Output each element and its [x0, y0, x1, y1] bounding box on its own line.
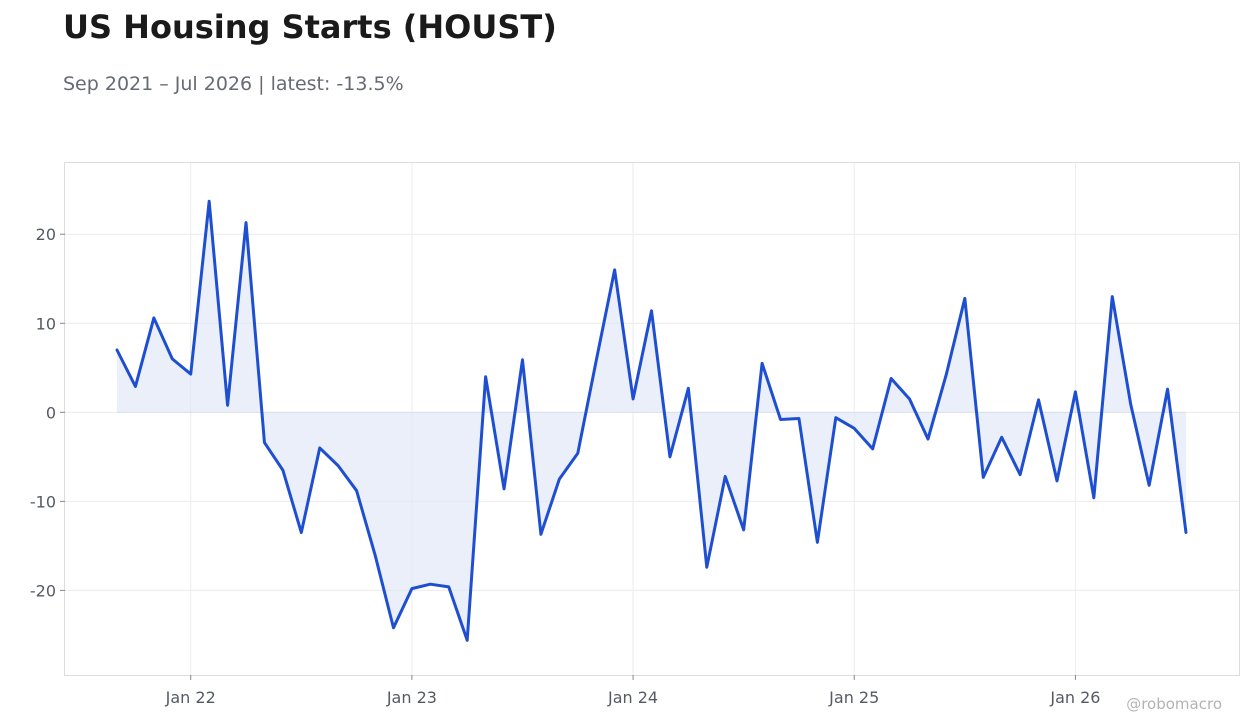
x-tick-label: Jan 23 [386, 688, 437, 707]
x-tick-label: Jan 22 [165, 688, 216, 707]
data-point [134, 385, 137, 388]
data-point [245, 221, 248, 224]
x-tick-label: Jan 24 [607, 688, 658, 707]
data-point [761, 362, 764, 365]
data-point [410, 587, 413, 590]
data-point [1129, 403, 1132, 406]
data-point [816, 541, 819, 544]
data-point [1074, 390, 1077, 393]
data-point [355, 489, 358, 492]
data-point [779, 418, 782, 421]
data-point [466, 639, 469, 642]
data-point [374, 553, 377, 556]
data-point [300, 531, 303, 534]
watermark: @robomacro [1126, 695, 1222, 713]
data-point [318, 446, 321, 449]
data-point [1185, 531, 1188, 534]
y-tick-label: 0 [46, 403, 56, 422]
data-point [1055, 479, 1058, 482]
data-point [263, 441, 266, 444]
data-point [226, 404, 229, 407]
data-point [742, 528, 745, 531]
data-point [539, 533, 542, 536]
x-axis: Jan 22 Jan 23 Jan 24 Jan 25 Jan 26 [165, 675, 1100, 707]
area-layer [117, 201, 1186, 641]
data-point [797, 417, 800, 420]
data-point [447, 585, 450, 588]
data-point [521, 358, 524, 361]
data-point [834, 416, 837, 419]
data-point [890, 377, 893, 380]
data-point [705, 566, 708, 569]
data-point [853, 427, 856, 430]
data-point [558, 478, 561, 481]
y-tick-label: 10 [36, 314, 56, 333]
data-point [1019, 473, 1022, 476]
y-tick-label: -20 [30, 581, 56, 600]
data-point [392, 626, 395, 629]
data-point [1000, 436, 1003, 439]
chart-title: US Housing Starts (HOUST) [63, 8, 557, 46]
data-point [337, 464, 340, 467]
data-point [484, 375, 487, 378]
data-point [189, 373, 192, 376]
data-point [503, 487, 506, 490]
data-point [1166, 388, 1169, 391]
data-point [1037, 398, 1040, 401]
x-tick-label: Jan 26 [1049, 688, 1100, 707]
x-tick-label: Jan 25 [828, 688, 879, 707]
data-point [724, 475, 727, 478]
data-point [1092, 496, 1095, 499]
series-line [115, 199, 1188, 642]
data-point [1111, 295, 1114, 298]
data-point [171, 357, 174, 360]
data-point [687, 387, 690, 390]
data-point [1148, 484, 1151, 487]
data-point [576, 452, 579, 455]
data-point [281, 469, 284, 472]
data-point [945, 373, 948, 376]
y-axis: -20 -10 0 10 20 [30, 225, 65, 600]
data-point [632, 397, 635, 400]
data-point [871, 447, 874, 450]
series-area [117, 201, 1186, 641]
data-point [650, 309, 653, 312]
chart-subtitle: Sep 2021 – Jul 2026 | latest: -13.5% [63, 73, 404, 95]
data-point [116, 348, 119, 351]
data-point [668, 455, 671, 458]
data-point [613, 268, 616, 271]
data-point [982, 476, 985, 479]
data-point [208, 200, 211, 203]
data-point [595, 359, 598, 362]
y-tick-label: 20 [36, 225, 56, 244]
y-tick-label: -10 [30, 492, 56, 511]
data-point [429, 583, 432, 586]
data-point [152, 316, 155, 319]
data-point [908, 397, 911, 400]
line-layer [115, 199, 1188, 642]
data-point [963, 297, 966, 300]
data-point [926, 438, 929, 441]
